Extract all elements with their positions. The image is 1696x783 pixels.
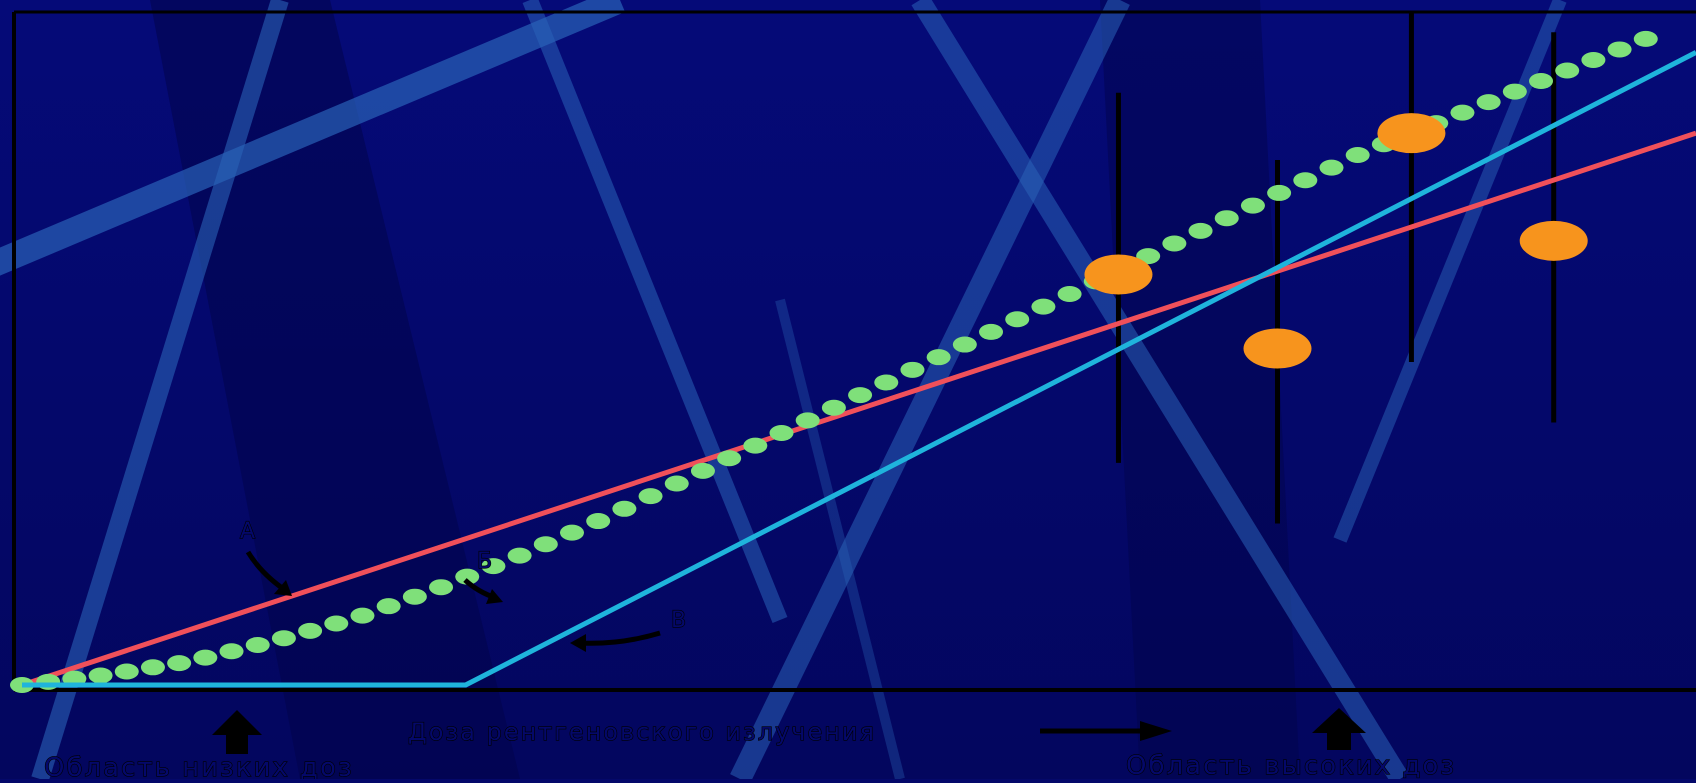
series-b-dot — [1189, 223, 1213, 239]
series-b-dot — [848, 387, 872, 403]
series-label-a: А — [240, 519, 257, 544]
series-label-b: Б — [477, 549, 494, 574]
series-b-dot — [89, 668, 113, 684]
series-b-dot — [429, 579, 453, 595]
series-b-dot — [770, 425, 794, 441]
series-b-dot — [586, 513, 610, 529]
series-b-dot — [324, 615, 348, 631]
series-b-dot — [1346, 147, 1370, 163]
series-b-dot — [1634, 31, 1658, 47]
series-b-dot — [691, 463, 715, 479]
series-b-dot — [508, 548, 532, 564]
data-point-3 — [1377, 113, 1445, 153]
data-point-1 — [1084, 254, 1152, 294]
series-b-dot — [193, 650, 217, 666]
series-b-dot — [1320, 160, 1344, 176]
data-point-4 — [1520, 221, 1588, 261]
series-b-dot — [1241, 198, 1265, 214]
series-b-dot — [717, 450, 741, 466]
series-b-dot — [534, 536, 558, 552]
data-point-2 — [1244, 329, 1312, 369]
series-b-dot — [953, 337, 977, 353]
series-label-v: В — [671, 608, 688, 633]
series-b-dot — [1608, 41, 1632, 57]
series-b-dot — [272, 630, 296, 646]
series-b-dot — [141, 659, 165, 675]
x-axis-label: Доза рентгеновского излучения — [408, 718, 876, 746]
series-b-dot — [1555, 63, 1579, 79]
series-b-dot — [1058, 286, 1082, 302]
series-b-dot — [298, 623, 322, 639]
series-b-dot — [1215, 210, 1239, 226]
series-b-dot — [665, 476, 689, 492]
series-b-dot — [1477, 94, 1501, 110]
series-b-dot — [246, 637, 270, 653]
series-b-dot — [403, 589, 427, 605]
series-b-dot — [612, 501, 636, 517]
series-b-dot — [1581, 52, 1605, 68]
series-b-dot — [1267, 185, 1291, 201]
series-b-dot — [1162, 235, 1186, 251]
series-b-dot — [979, 324, 1003, 340]
series-b-dot — [350, 608, 374, 624]
high-dose-region-label: Область высоких доз — [1126, 751, 1456, 779]
series-b-dot — [167, 655, 191, 671]
series-b-dot — [1293, 172, 1317, 188]
series-b-dot — [1005, 311, 1029, 327]
series-b-dot — [900, 362, 924, 378]
series-b-dot — [1503, 84, 1527, 100]
series-b-dot — [1529, 73, 1553, 89]
series-b-dot — [377, 598, 401, 614]
series-b-dot — [743, 438, 767, 454]
series-b-dot — [874, 374, 898, 390]
series-b-dot — [822, 400, 846, 416]
series-b-dot — [220, 643, 244, 659]
series-b-dot — [1450, 105, 1474, 121]
series-b-dot — [927, 349, 951, 365]
series-b-dot — [639, 488, 663, 504]
low-dose-region-label: Область низких доз — [44, 753, 354, 779]
series-b-dot — [560, 525, 584, 541]
series-b-dot — [115, 664, 139, 680]
series-b-dot — [1031, 299, 1055, 315]
series-b-dot — [796, 412, 820, 428]
